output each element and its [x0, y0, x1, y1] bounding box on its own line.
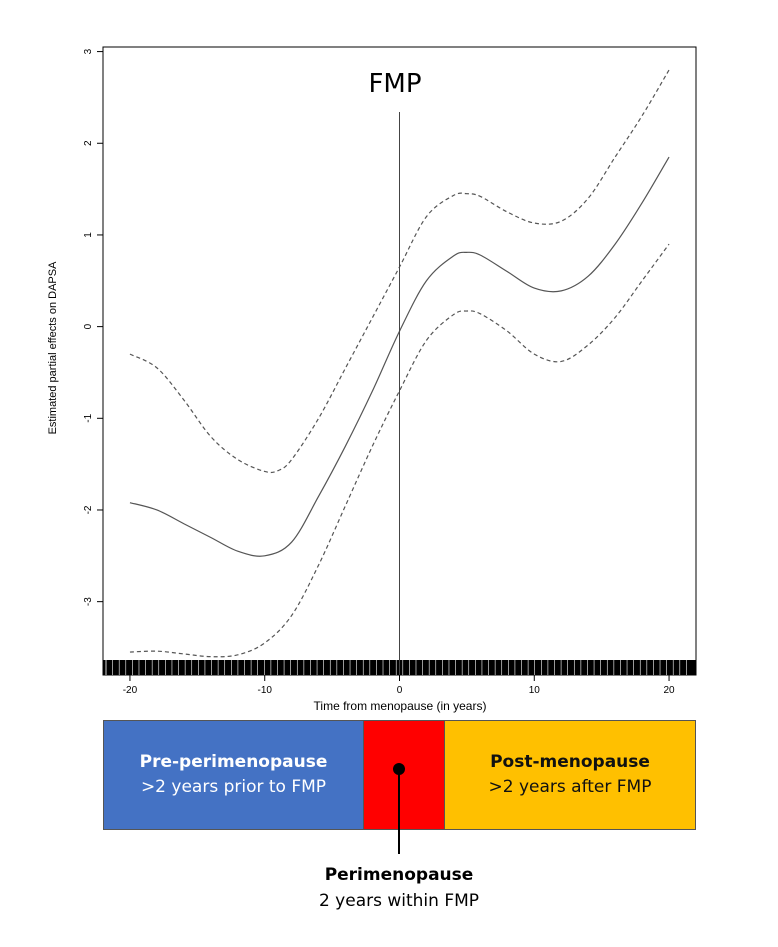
phase-bar: Pre-perimenopause >2 years prior to FMP …	[103, 720, 696, 830]
x-tick-label: 0	[397, 685, 403, 696]
phase-post-name: Post-menopause	[490, 752, 650, 773]
phase-peri-name: Perimenopause	[324, 865, 474, 885]
y-tick-label: -1	[83, 413, 94, 422]
y-axis-label: Estimated partial effects on DAPSA	[47, 261, 59, 434]
phase-pre-desc: >2 years prior to FMP	[140, 777, 327, 797]
perimenopause-marker-dot	[393, 763, 405, 775]
y-tick-label: 2	[83, 140, 94, 146]
x-tick-label: -20	[123, 685, 138, 696]
x-tick-label: 10	[529, 685, 541, 696]
x-axis-label: Time from menopause (in years)	[314, 699, 487, 713]
phase-perimenopause	[364, 721, 445, 829]
perimenopause-label: Perimenopause 2 years within FMP	[259, 862, 539, 915]
x-tick-label: -10	[258, 685, 273, 696]
fmp-label: FMP	[368, 69, 421, 99]
phase-pre-perimenopause: Pre-perimenopause >2 years prior to FMP	[104, 721, 364, 829]
confidence-band-line	[129, 243, 670, 658]
phase-peri-desc: 2 years within FMP	[318, 891, 480, 912]
y-tick-label: -3	[83, 597, 94, 606]
y-tick-label: -2	[83, 505, 94, 514]
y-tick-label: 0	[83, 323, 94, 329]
phase-post-menopause: Post-menopause >2 years after FMP	[445, 721, 695, 829]
y-tick-label: 1	[83, 232, 94, 238]
y-tick-label: 3	[83, 48, 94, 54]
x-tick-label: 20	[663, 685, 675, 696]
phase-pre-name: Pre-perimenopause	[139, 752, 328, 773]
estimate-line	[129, 156, 670, 557]
perimenopause-pointer-line	[398, 774, 400, 854]
phase-post-desc: >2 years after FMP	[488, 777, 652, 797]
